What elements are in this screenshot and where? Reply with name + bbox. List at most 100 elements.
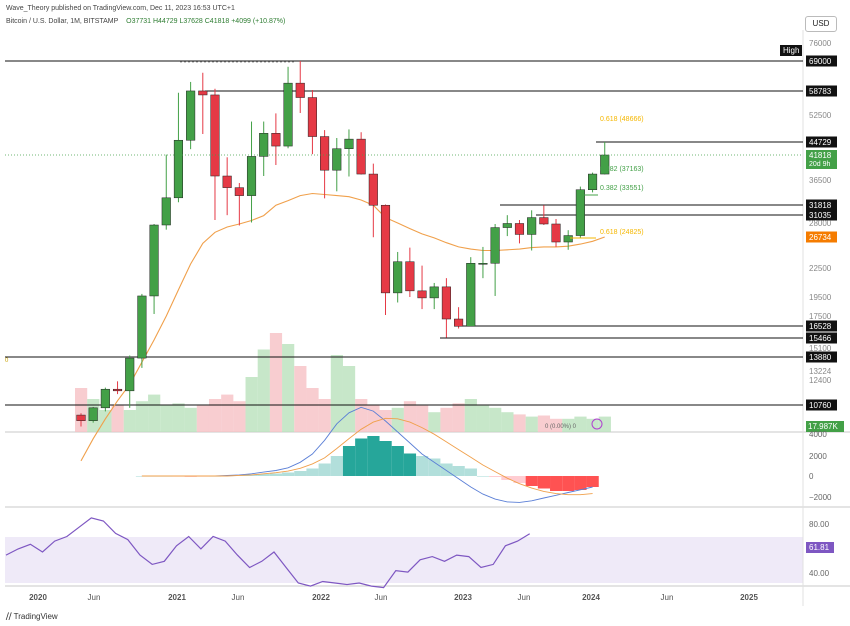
price-tick-label: 15100: [809, 344, 832, 353]
ema-tag-label: 26734: [809, 233, 832, 242]
volume-bar: [160, 404, 173, 432]
publisher-line: Wave_Theory published on TradingView.com…: [6, 5, 235, 12]
price-tick-label: 19500: [809, 293, 832, 302]
level-tag-label: 15466: [809, 334, 832, 343]
ema-tag: [806, 231, 837, 243]
candle-body: [563, 235, 573, 243]
macd-histogram-bar: [513, 476, 526, 483]
macd-histogram-bar: [306, 468, 319, 476]
volume-bar: [330, 355, 343, 432]
level-tag: [806, 351, 837, 363]
candle-body: [271, 133, 281, 147]
high-tag: [780, 45, 802, 56]
candle-body: [441, 286, 451, 320]
volume-bar: [111, 405, 124, 432]
level-tag-label: 58783: [809, 87, 832, 96]
time-tick-label: 2024: [582, 593, 600, 602]
time-tick-label: 2023: [454, 593, 472, 602]
macd-histogram-bar: [452, 466, 465, 476]
macd-histogram-bar: [355, 438, 368, 476]
fib-label: 0.618 (24825): [600, 229, 644, 236]
volume-bar: [440, 407, 453, 432]
tradingview-logo: ⧸⧸ TradingView: [6, 612, 58, 621]
macd-histogram-bar: [257, 474, 270, 476]
candle-body: [307, 97, 317, 137]
candle-body: [283, 82, 293, 147]
candle-body: [198, 90, 208, 96]
level-tag: [806, 55, 837, 67]
volume-bar: [184, 407, 197, 432]
volume-bar: [489, 407, 502, 432]
volume-bar: [269, 333, 283, 432]
macd-histogram-bar: [537, 476, 551, 489]
candle-body: [539, 217, 549, 225]
candle-body: [76, 414, 86, 421]
volume-tag: [806, 421, 844, 432]
macd-histogram-bar: [440, 463, 453, 476]
price-tag: [806, 150, 837, 169]
level-tag: [806, 399, 837, 411]
candle-body: [320, 136, 330, 171]
candle-body: [88, 407, 98, 421]
candle-body: [149, 224, 159, 297]
volume-bar: [172, 403, 185, 432]
volume-bar: [550, 418, 563, 432]
macd-tick-label: −2000: [809, 493, 832, 502]
volume-bar: [148, 394, 161, 432]
volume-bar: [342, 366, 356, 432]
time-tick-label: 2022: [312, 593, 330, 602]
volume-bar: [403, 401, 417, 432]
price-tick-label: 28000: [809, 219, 832, 228]
macd-histogram-bar: [342, 446, 356, 476]
volume-bar: [452, 403, 465, 432]
volume-bar: [135, 401, 149, 432]
macd-histogram-bar: [379, 441, 392, 476]
candle-body: [100, 388, 110, 409]
macd-tick-label: 4000: [809, 430, 827, 439]
volume-zero-label: 0 (0.00%) 0: [545, 424, 577, 430]
macd-tick-label: 2000: [809, 452, 827, 461]
volume-bar: [294, 366, 307, 432]
candle-body: [502, 223, 512, 228]
currency-button[interactable]: USD: [805, 16, 837, 32]
volume-bar: [75, 388, 88, 432]
price-tick-label: 52500: [809, 111, 832, 120]
candle-body: [137, 295, 147, 359]
rsi-tick-label: 80.00: [809, 520, 830, 529]
level-tag: [806, 332, 837, 344]
macd-histogram-bar: [562, 476, 575, 491]
price-tag-label: 41818: [809, 151, 832, 160]
time-tick-label: Jun: [661, 593, 674, 602]
candle-body: [173, 139, 183, 199]
candle-body: [588, 173, 598, 190]
alert-icon: [591, 418, 603, 430]
macd-histogram-bar: [330, 456, 343, 476]
time-tick-label: 2020: [29, 593, 47, 602]
level-tag: [806, 136, 837, 148]
level-tag-label: 13880: [809, 353, 832, 362]
macd-histogram-bar: [525, 476, 538, 486]
fib-label: 0.382 (33551): [600, 185, 644, 192]
volume-bar: [123, 410, 136, 432]
volume-bar: [257, 349, 270, 432]
rsi-tag-label: 61.81: [809, 543, 830, 552]
time-tick-label: 2025: [740, 593, 758, 602]
volume-bar: [282, 344, 295, 432]
countdown-label: 20d 9h: [809, 161, 831, 168]
level-tag-label: 69000: [809, 57, 832, 66]
candle-body: [551, 223, 561, 243]
macd-histogram-bar: [282, 472, 295, 476]
level-tag: [806, 85, 837, 97]
macd-histogram-bar: [586, 476, 599, 487]
candle-body: [210, 94, 220, 177]
candle-body: [332, 148, 342, 171]
candle-body: [125, 357, 135, 392]
time-tick-label: Jun: [88, 593, 101, 602]
volume-bar: [501, 412, 514, 432]
rsi-tag: [806, 542, 834, 553]
candle-body: [186, 90, 196, 141]
macd-histogram-bar: [550, 476, 563, 491]
time-tick-label: 2021: [168, 593, 186, 602]
volume-bar: [99, 410, 112, 432]
